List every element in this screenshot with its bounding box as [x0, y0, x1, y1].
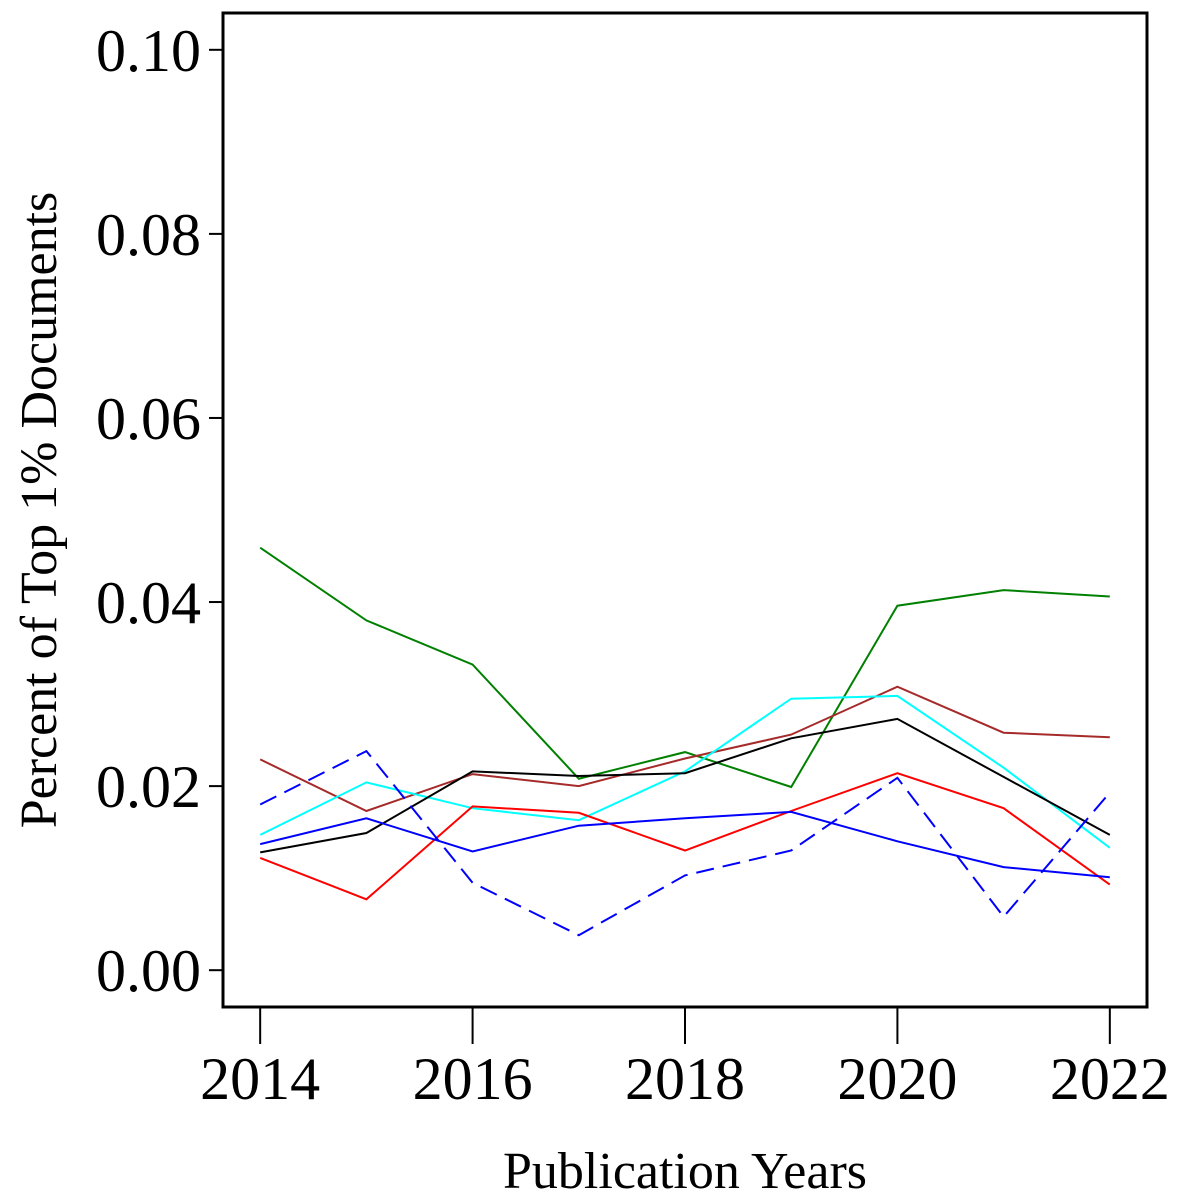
series-line-6: [259, 810, 1110, 879]
series-line-3: [259, 694, 1111, 849]
series-line-7: [259, 749, 1111, 937]
x-tick-label-0: 2014: [200, 1046, 320, 1112]
series-layer: [259, 546, 1111, 937]
x-tick-label-2: 2018: [625, 1046, 745, 1112]
series-line-5: [259, 772, 1111, 901]
x-axis-title: Publication Years: [503, 1143, 867, 1197]
x-axis: 2014 2016 2018 2020 2022: [200, 1007, 1170, 1112]
x-tick-label-4: 2022: [1050, 1046, 1170, 1112]
y-axis-title: Percent of Top 1% Documents: [11, 192, 68, 829]
y-tick-label-2: 0.04: [96, 570, 201, 636]
y-tick-label-4: 0.08: [96, 202, 201, 268]
x-tick-label-3: 2020: [837, 1046, 957, 1112]
y-tick-label-5: 0.10: [96, 18, 201, 84]
x-tick-label-1: 2016: [413, 1046, 533, 1112]
y-axis: 0.00 0.02 0.04 0.06 0.08 0.10: [96, 18, 223, 1004]
series-line-2: [259, 685, 1110, 813]
y-tick-label-0: 0.00: [96, 938, 201, 1004]
series-line-1: [259, 546, 1110, 789]
y-tick-label-3: 0.06: [96, 386, 201, 452]
series-line-4: [260, 717, 1111, 854]
y-tick-label-1: 0.02: [96, 754, 201, 820]
